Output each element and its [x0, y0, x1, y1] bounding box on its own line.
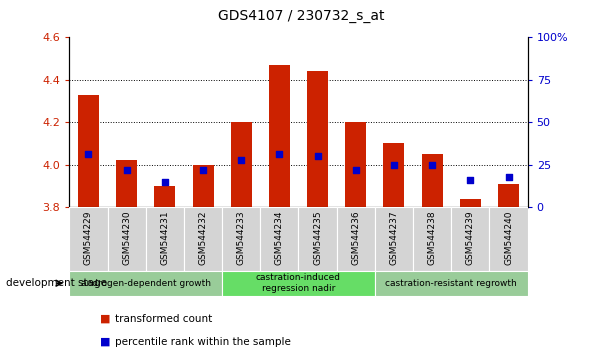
Point	[198, 167, 208, 172]
Bar	[107, 207, 146, 271]
Text: GSM544239: GSM544239	[466, 210, 475, 265]
Bar	[460, 199, 481, 207]
Point	[504, 174, 513, 179]
Bar	[69, 207, 107, 271]
Point	[122, 167, 131, 172]
Bar	[498, 184, 519, 207]
Point	[160, 179, 169, 184]
Bar	[260, 207, 298, 271]
Point	[236, 157, 246, 162]
Bar	[298, 207, 336, 271]
Point	[466, 177, 475, 183]
Point	[351, 167, 361, 172]
Text: ■: ■	[99, 337, 110, 347]
Text: castration-induced
regression nadir: castration-induced regression nadir	[256, 274, 341, 293]
Bar	[346, 122, 366, 207]
Text: GSM544236: GSM544236	[352, 210, 360, 265]
Bar	[490, 207, 528, 271]
Bar	[116, 160, 137, 207]
Bar	[307, 71, 328, 207]
Bar	[192, 165, 213, 207]
Bar	[413, 207, 451, 271]
Text: GSM544237: GSM544237	[390, 210, 399, 265]
Bar	[375, 207, 413, 271]
Bar	[222, 207, 260, 271]
Text: percentile rank within the sample: percentile rank within the sample	[115, 337, 291, 347]
Bar	[336, 207, 375, 271]
Point	[313, 153, 323, 159]
Text: development stage: development stage	[6, 278, 107, 288]
Text: GSM544231: GSM544231	[160, 210, 169, 265]
Point	[428, 162, 437, 167]
Bar	[146, 207, 184, 271]
Text: GSM544238: GSM544238	[428, 210, 437, 265]
Text: androgen-dependent growth: androgen-dependent growth	[81, 279, 210, 288]
Text: GSM544234: GSM544234	[275, 210, 284, 265]
Point	[274, 152, 284, 157]
Bar	[384, 143, 405, 207]
Bar	[269, 65, 290, 207]
Text: ■: ■	[99, 314, 110, 324]
Text: GSM544229: GSM544229	[84, 210, 93, 265]
Text: GSM544232: GSM544232	[198, 210, 207, 265]
Text: castration-resistant regrowth: castration-resistant regrowth	[385, 279, 517, 288]
Bar	[421, 154, 443, 207]
Bar	[451, 207, 490, 271]
Point	[84, 152, 93, 157]
Bar	[222, 271, 375, 296]
Bar	[154, 186, 175, 207]
Bar	[69, 271, 222, 296]
Text: GSM544240: GSM544240	[504, 210, 513, 265]
Bar	[78, 95, 99, 207]
Text: transformed count: transformed count	[115, 314, 212, 324]
Text: GSM544235: GSM544235	[313, 210, 322, 265]
Point	[389, 162, 399, 167]
Bar	[375, 271, 528, 296]
Text: GSM544233: GSM544233	[237, 210, 245, 265]
Text: GSM544230: GSM544230	[122, 210, 131, 265]
Bar	[231, 122, 251, 207]
Bar	[184, 207, 222, 271]
Text: GDS4107 / 230732_s_at: GDS4107 / 230732_s_at	[218, 9, 385, 23]
